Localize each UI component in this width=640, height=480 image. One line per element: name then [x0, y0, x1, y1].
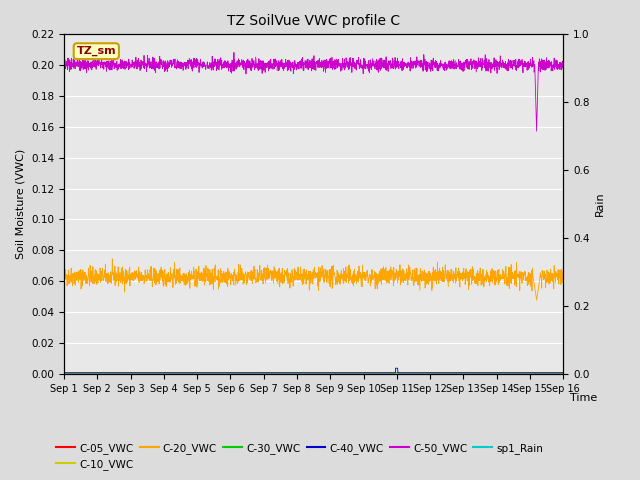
Legend: C-05_VWC, C-10_VWC, C-20_VWC, C-30_VWC, C-40_VWC, C-50_VWC, sp1_Rain: C-05_VWC, C-10_VWC, C-20_VWC, C-30_VWC, … [56, 443, 543, 470]
Title: TZ SoilVue VWC profile C: TZ SoilVue VWC profile C [227, 14, 400, 28]
Text: TZ_sm: TZ_sm [77, 46, 116, 56]
X-axis label: Time: Time [570, 393, 596, 403]
Y-axis label: Soil Moisture (VWC): Soil Moisture (VWC) [15, 149, 26, 259]
Y-axis label: Rain: Rain [595, 192, 605, 216]
